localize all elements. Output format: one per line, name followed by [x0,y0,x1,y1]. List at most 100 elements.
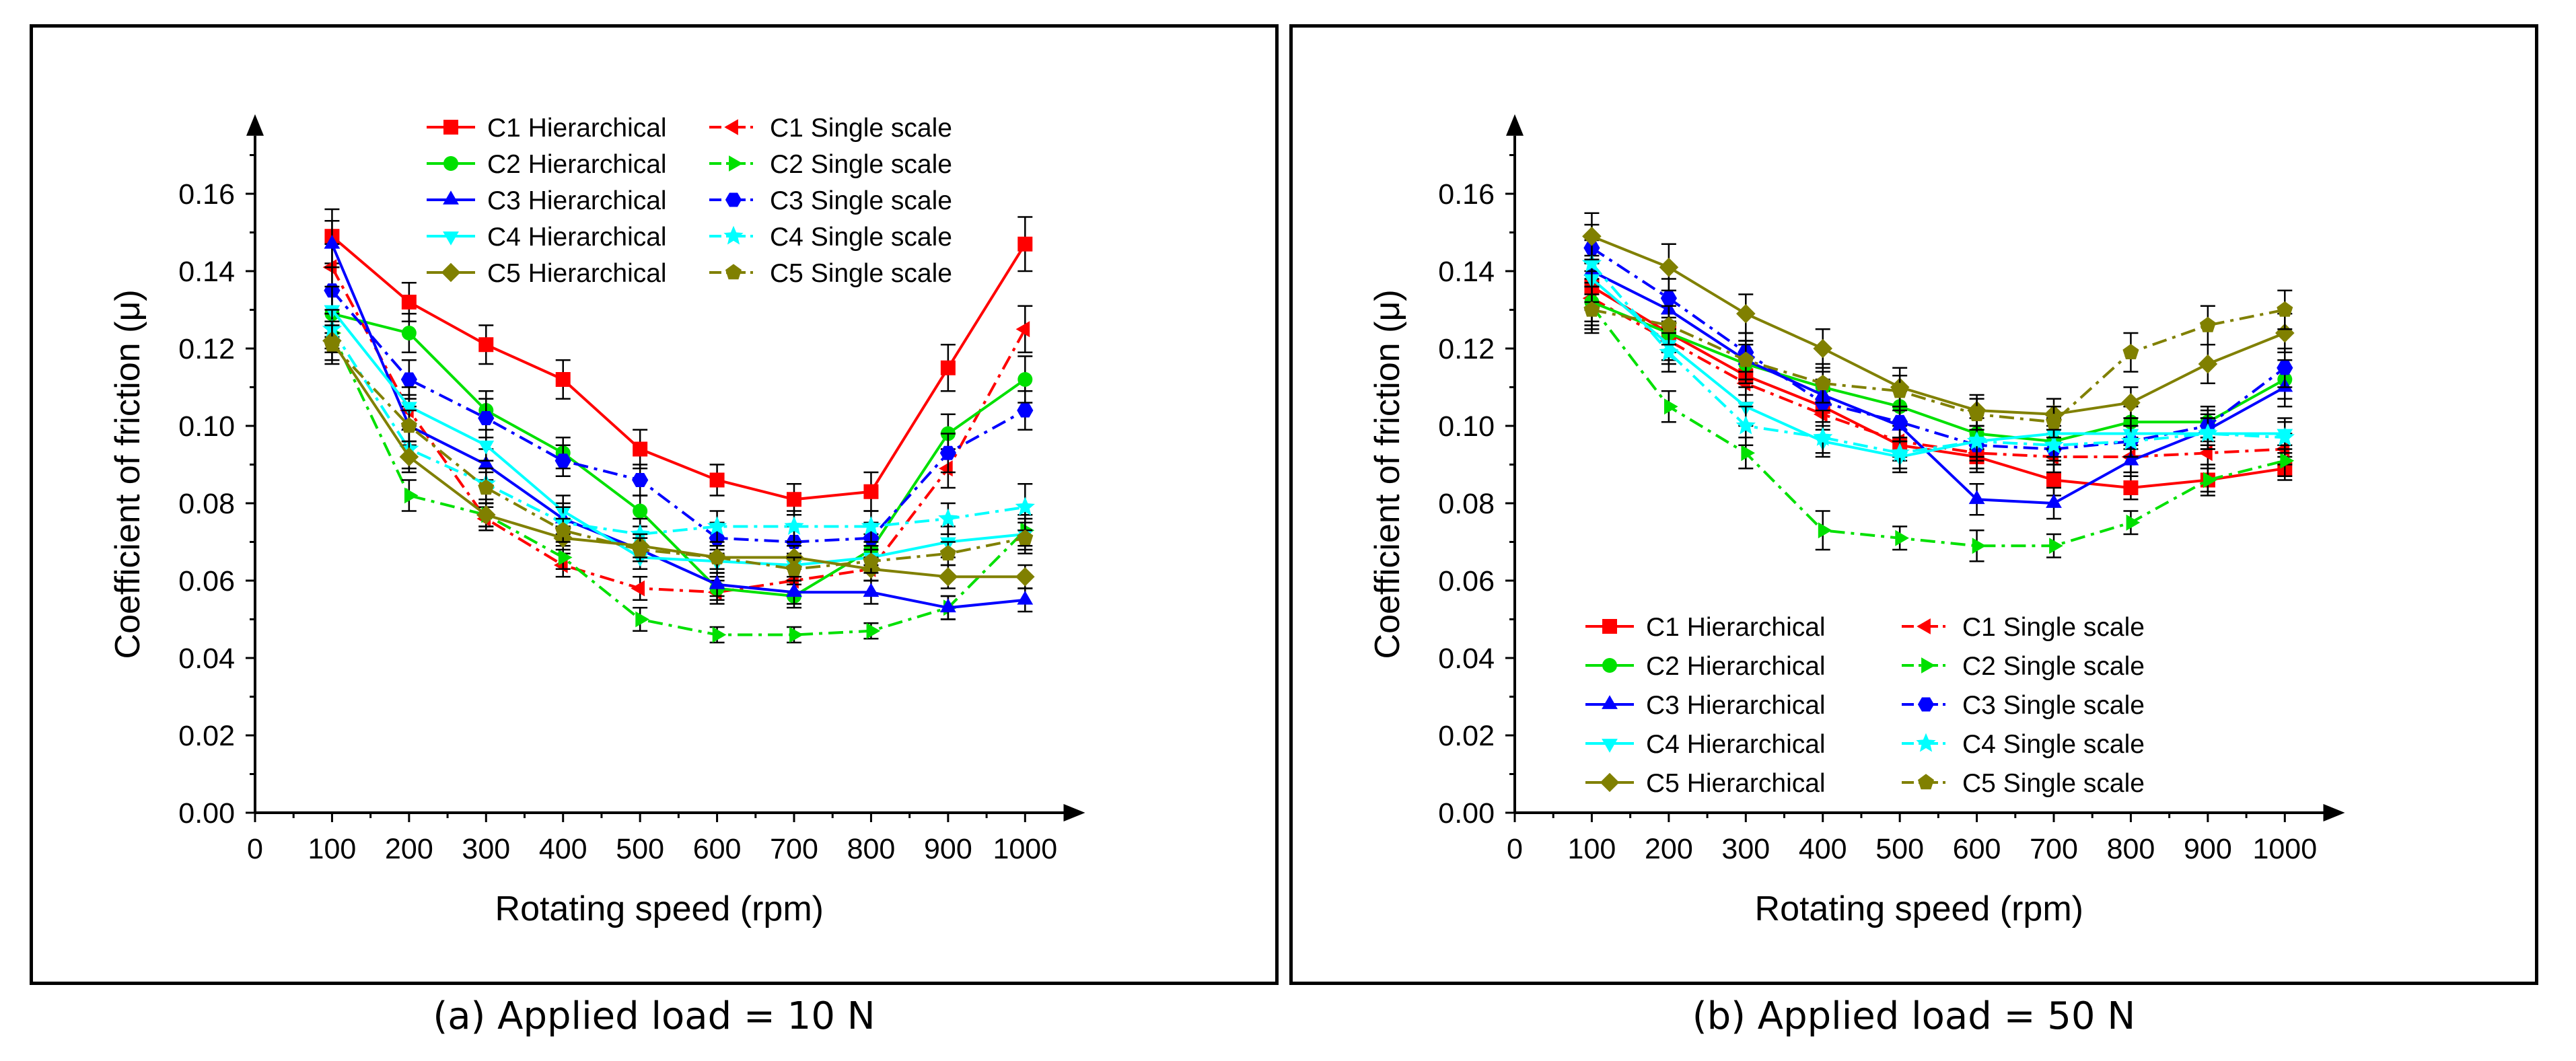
series-c2-single-scale [324,313,1035,644]
data-point [712,626,727,643]
data-point [2123,480,2139,495]
chart-panel-a: 0 100 200 300 400 500 600 700 800 900 1000 0.00 0.02… [30,24,1279,985]
series-line [1591,285,2285,490]
y-tick-label: 0.14 [1438,256,1495,288]
series-line [331,312,1026,598]
legend-marker [1602,658,1617,673]
data-point [2120,431,2141,450]
data-point [478,455,495,470]
data-point [2275,427,2295,446]
series-line [330,328,1026,536]
data-point [2198,445,2213,462]
chart-b-svg: 0 100 200 300 400 500 600 700 800 900 1000 0.00 0.02… [1368,114,2345,928]
data-point [632,541,649,557]
data-point [478,337,494,353]
x-tick-label: 400 [1799,833,1847,865]
legend-label: C2 Hierarchical [1646,652,1826,681]
legend-label: C1 Hierarchical [487,114,667,143]
y-tick-label: 0.08 [178,488,235,520]
x-tick-label: 300 [462,833,510,865]
y-tick-label: 0.06 [1438,565,1495,597]
data-point [939,545,956,560]
legend-marker [441,262,461,283]
series-c5-single-scale [1583,285,2293,439]
legend-marker [1917,697,1935,712]
legend-marker [1600,772,1620,793]
data-point [1015,321,1030,338]
legend-item: C4 Single scale [1902,730,2145,759]
legend-marker [443,156,458,171]
data-point [784,516,804,535]
y-tick-label: 0.12 [1438,333,1495,365]
legend-item: C3 Hierarchical [427,186,667,215]
legend-item: C5 Single scale [709,259,952,288]
series-line [330,340,1026,579]
legend-item: C5 Hierarchical [427,259,667,288]
y-tick-label: 0.10 [1438,410,1495,443]
data-point [1966,431,1987,450]
series-line [1591,301,2286,443]
data-point [709,575,725,589]
data-point [2198,354,2218,374]
data-point [861,516,882,535]
series-line [330,244,1026,610]
legend-marker [1602,619,1617,634]
data-point [1892,382,1908,398]
data-point [1659,258,1679,277]
data-point [324,235,341,249]
data-point [786,560,802,576]
legend-label: C1 Hierarchical [1646,613,1826,642]
data-point [1660,291,1677,305]
legend-label: C3 Hierarchical [487,186,667,215]
y-axis-arrow [1506,114,1524,136]
y-tick-label: 0.04 [178,643,235,675]
data-point [1015,497,1035,516]
data-point [399,447,419,467]
legend-item: C4 Single scale [709,223,952,252]
legend-label: C2 Single scale [1962,652,2145,681]
series-c4-hierarchical [324,285,1034,578]
data-point [2122,451,2139,466]
y-axis-label: Coefficient of friction (μ) [108,289,147,659]
data-point [400,417,417,433]
y-tick-label: 0.16 [1438,178,1495,211]
legend-item: C1 Single scale [1902,613,2145,642]
data-point [633,503,648,519]
series-line [330,266,1027,594]
data-point [787,492,802,507]
legend-label: C5 Single scale [770,259,952,288]
x-tick-label: 0 [247,833,263,865]
series-line [1590,305,2285,548]
data-point [1664,398,1678,415]
data-point [2126,514,2141,531]
data-point [1736,415,1756,435]
legend-item: C4 Hierarchical [1585,730,1826,759]
legend-label: C4 Single scale [1962,730,2145,759]
series-line [1591,297,2285,458]
chart-a-svg: 0 100 200 300 400 500 600 700 800 900 1000 0.00 0.02… [108,114,1085,928]
series-line [1591,235,2286,416]
legend-item: C3 Single scale [1902,691,2145,720]
legend-marker [1916,733,1936,752]
data-point [2122,344,2139,359]
legend-marker [443,190,459,205]
x-tick-label: 700 [770,833,818,865]
x-tick-label: 400 [539,833,587,865]
legend-label: C5 Single scale [1962,769,2145,798]
data-point [404,487,419,504]
data-point [1741,445,1755,462]
legend-label: C4 Hierarchical [1646,730,1826,759]
y-tick-label: 0.02 [178,720,235,752]
legend-marker [1921,657,1935,673]
y-axis-arrow [246,114,264,136]
y-tick-label: 0.14 [178,256,235,288]
data-point [1581,253,1602,272]
series-line [1591,246,2286,451]
x-tick-label: 100 [308,833,357,865]
legend-label: C2 Hierarchical [487,150,667,179]
data-point [939,445,956,460]
data-point [866,622,881,639]
x-tick-label: 100 [1568,833,1616,865]
legend-marker [1602,739,1618,753]
data-point [2044,435,2064,454]
